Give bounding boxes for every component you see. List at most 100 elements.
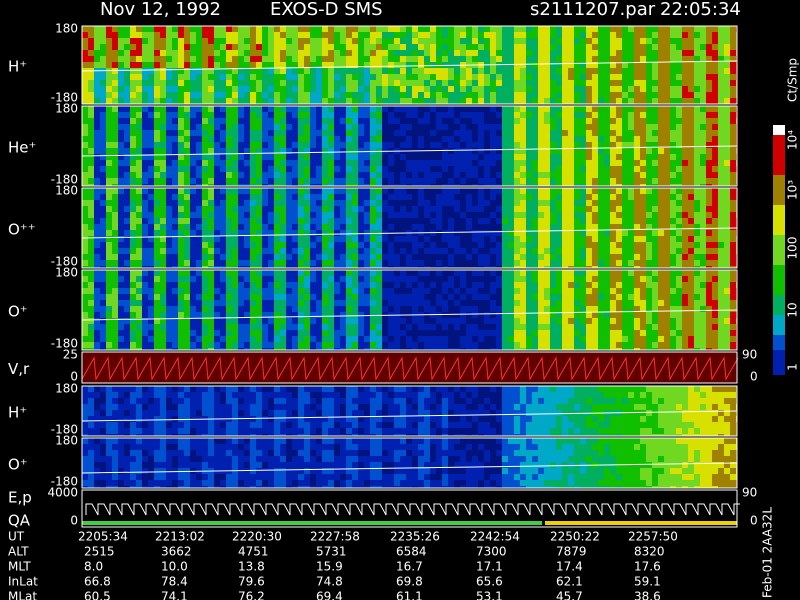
cell [418, 118, 424, 124]
cell [244, 98, 250, 104]
cell [250, 112, 256, 118]
cell [142, 38, 148, 44]
cell [466, 218, 472, 224]
cell [478, 56, 484, 62]
cell [352, 80, 358, 86]
cell [430, 212, 436, 218]
cell [550, 130, 556, 136]
cell [214, 142, 220, 148]
cell [676, 160, 682, 166]
cell [106, 230, 112, 236]
cell [706, 184, 712, 186]
cell [268, 188, 274, 194]
cell [442, 194, 448, 200]
cell [400, 194, 406, 200]
cell [184, 160, 190, 166]
cell [130, 98, 136, 104]
cell [568, 212, 574, 218]
cell [166, 342, 172, 348]
cell [202, 260, 208, 266]
cell [580, 184, 586, 186]
cell [688, 68, 694, 74]
cell [274, 312, 280, 318]
cell [622, 148, 628, 154]
cell [328, 26, 334, 32]
cell [448, 44, 454, 50]
cell [484, 230, 490, 236]
cell [430, 74, 436, 80]
cell [82, 178, 88, 184]
cell [466, 236, 472, 242]
cell [112, 242, 118, 248]
cell [418, 218, 424, 224]
cell [430, 236, 436, 242]
cell [94, 260, 100, 266]
cell [688, 212, 694, 218]
cell [658, 254, 664, 260]
cell [88, 248, 94, 254]
cell [262, 148, 268, 154]
cell [316, 26, 322, 32]
cell [274, 112, 280, 118]
cell [382, 44, 388, 50]
cell [694, 166, 700, 172]
cell [196, 206, 202, 212]
cell [112, 86, 118, 92]
cell [598, 154, 604, 160]
cell [298, 260, 304, 266]
cell [274, 242, 280, 248]
cell [598, 124, 604, 130]
cell [160, 172, 166, 178]
cell [328, 38, 334, 44]
cell [136, 98, 142, 104]
cell [94, 38, 100, 44]
cell [220, 312, 226, 318]
cell [616, 62, 622, 68]
cell [232, 38, 238, 44]
cell [628, 80, 634, 86]
cell [586, 74, 592, 80]
cell [730, 92, 736, 98]
cell [724, 166, 730, 172]
cell [202, 184, 208, 186]
cell [454, 224, 460, 230]
cell [646, 248, 652, 254]
cell [358, 266, 364, 268]
cell [88, 184, 94, 186]
cell [598, 260, 604, 266]
cell [496, 242, 502, 248]
cell [706, 242, 712, 248]
cell [94, 26, 100, 32]
cell [358, 242, 364, 248]
cell [694, 172, 700, 178]
cell [418, 172, 424, 178]
cell [454, 124, 460, 130]
cell [118, 324, 124, 330]
cell [190, 154, 196, 160]
cell [670, 200, 676, 206]
cell [478, 230, 484, 236]
cell [400, 218, 406, 224]
cell [262, 166, 268, 172]
cell [214, 282, 220, 288]
cell [148, 166, 154, 172]
cell [568, 50, 574, 56]
cell [250, 136, 256, 142]
cell [718, 266, 724, 268]
cell [706, 56, 712, 62]
cell [112, 342, 118, 348]
cell [178, 178, 184, 184]
cell [430, 194, 436, 200]
cell [274, 154, 280, 160]
cell [142, 86, 148, 92]
cell [250, 342, 256, 348]
cell [322, 44, 328, 50]
cell [706, 124, 712, 130]
cell [100, 206, 106, 212]
cell [424, 154, 430, 160]
cell [730, 230, 736, 236]
cell [178, 92, 184, 98]
cell [430, 62, 436, 68]
cell [202, 172, 208, 178]
cell [508, 236, 514, 242]
